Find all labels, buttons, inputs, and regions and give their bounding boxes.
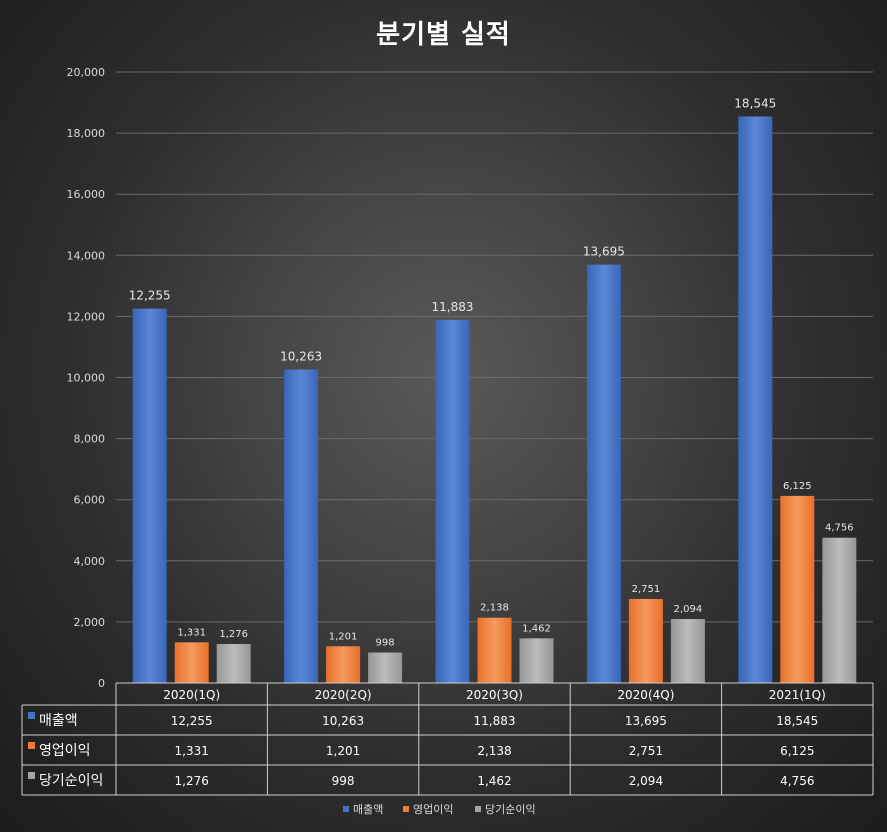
data-label: 998	[376, 638, 395, 649]
table-cell: 1,276	[175, 774, 209, 788]
y-tick-label: 14,000	[67, 249, 106, 262]
y-tick-label: 18,000	[67, 127, 106, 140]
y-tick-label: 20,000	[67, 66, 106, 79]
data-label: 2,138	[480, 603, 509, 614]
bar-매출액	[586, 264, 621, 683]
bar-당기순이익	[519, 638, 554, 683]
table-cell: 12,255	[171, 714, 213, 728]
row-legend-key	[28, 742, 35, 749]
bar-매출액	[738, 116, 773, 683]
y-tick-label: 12,000	[67, 310, 106, 323]
bar-영업이익	[477, 617, 512, 683]
table-cell: 1,331	[175, 744, 209, 758]
bar-영업이익	[174, 642, 209, 683]
table-cell: 11,883	[474, 714, 516, 728]
table-cell: 13,695	[625, 714, 667, 728]
data-label: 1,462	[522, 623, 551, 634]
data-label: 2,094	[674, 604, 703, 615]
category-label: 2020(1Q)	[163, 688, 220, 702]
table-cell: 6,125	[780, 744, 814, 758]
bar-영업이익	[628, 598, 663, 683]
bar-매출액	[284, 369, 319, 683]
table-cell: 1,201	[326, 744, 360, 758]
row-header: 당기순이익	[39, 773, 103, 789]
table-cell: 2,094	[629, 774, 663, 788]
bar-매출액	[132, 308, 167, 683]
data-label: 2,751	[632, 584, 661, 595]
bars	[132, 116, 857, 683]
category-label: 2020(3Q)	[466, 688, 523, 702]
y-tick-label: 2,000	[74, 616, 106, 629]
bar-영업이익	[326, 646, 361, 683]
category-label: 2020(2Q)	[315, 688, 372, 702]
row-header: 영업이익	[39, 743, 91, 759]
y-tick-label: 0	[98, 677, 105, 690]
y-axis-ticks: 0 2,000 4,000 6,000 8,000 10,000 12,000 14,000 1…	[67, 66, 106, 690]
data-label: 12,255	[129, 289, 171, 303]
data-label: 18,545	[734, 96, 776, 110]
legend-key	[475, 806, 481, 812]
y-tick-label: 4,000	[74, 555, 106, 568]
data-label: 10,263	[280, 349, 322, 363]
data-label: 1,276	[219, 629, 248, 640]
y-tick-label: 16,000	[67, 188, 106, 201]
data-table: 2020(1Q) 2020(2Q) 2020(3Q) 2020(4Q) 2021(1Q)…	[21, 682, 874, 796]
bar-당기순이익	[822, 537, 857, 683]
data-label: 13,695	[583, 245, 625, 259]
bar-매출액	[435, 319, 470, 683]
table-cell: 2,751	[629, 744, 663, 758]
bar-당기순이익	[670, 619, 705, 683]
y-tick-label: 10,000	[67, 372, 106, 385]
data-labels: 12,255 10,263 11,883 13,695 18,545 1,331 1,201…	[129, 96, 854, 648]
legend-label: 당기순이익	[485, 803, 536, 816]
table-cell: 998	[332, 774, 355, 788]
row-header: 매출액	[39, 713, 78, 729]
legend-key	[403, 806, 409, 812]
data-label: 6,125	[783, 481, 812, 492]
category-label: 2021(1Q)	[769, 688, 826, 702]
table-cell: 10,263	[322, 714, 364, 728]
data-label: 1,201	[329, 631, 358, 642]
table-cell: 1,462	[477, 774, 511, 788]
bar-영업이익	[780, 495, 815, 683]
row-legend-key	[28, 712, 35, 719]
table-cell: 18,545	[776, 714, 818, 728]
y-tick-label: 8,000	[74, 433, 106, 446]
bar-당기순이익	[216, 644, 251, 683]
table-cell: 2,138	[477, 744, 511, 758]
data-label: 4,756	[825, 523, 854, 534]
category-label: 2020(4Q)	[617, 688, 674, 702]
legend-label: 영업이익	[413, 803, 453, 816]
legend-label: 매출액	[353, 803, 383, 816]
bar-당기순이익	[368, 652, 403, 683]
row-legend-key	[28, 772, 35, 779]
data-label: 11,883	[432, 300, 474, 314]
table-cell: 4,756	[780, 774, 814, 788]
y-tick-label: 6,000	[74, 494, 106, 507]
chart-title: 분기별 실적	[376, 20, 511, 50]
legend-key	[343, 806, 349, 812]
legend: 매출액 영업이익 당기순이익	[343, 803, 536, 816]
data-label: 1,331	[177, 627, 206, 638]
